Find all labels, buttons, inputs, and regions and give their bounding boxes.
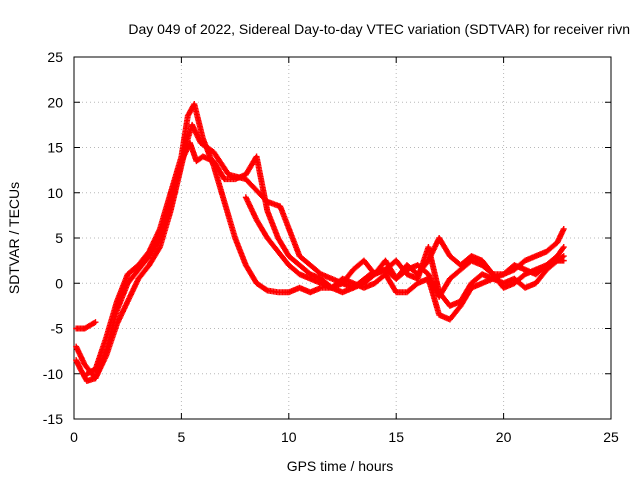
series-track-e xyxy=(242,194,567,296)
x-tick-label: 0 xyxy=(70,429,78,445)
y-tick-label: 20 xyxy=(47,94,63,110)
data-points xyxy=(73,101,567,384)
series-track-b xyxy=(73,139,567,382)
y-tick-label: 10 xyxy=(47,185,63,201)
data-point xyxy=(92,319,99,326)
data-point xyxy=(560,244,567,251)
axis-ticks: 0 5 10 15 20 25 -15 -10 -5 0 5 10 15 20 25 xyxy=(43,49,619,445)
series-track-d xyxy=(83,101,567,377)
chart-title: Day 049 of 2022, Sidereal Day-to-day VTE… xyxy=(128,21,630,37)
y-tick-label: -5 xyxy=(51,321,64,337)
x-tick-label: 25 xyxy=(603,429,619,445)
x-axis-label: GPS time / hours xyxy=(287,458,394,474)
x-tick-label: 20 xyxy=(496,429,512,445)
series-track-c xyxy=(73,319,99,332)
x-tick-label: 15 xyxy=(388,429,404,445)
data-point xyxy=(559,245,566,252)
y-tick-label: -10 xyxy=(43,366,63,382)
data-point xyxy=(156,245,163,252)
y-tick-label: -15 xyxy=(43,411,63,427)
data-point xyxy=(560,225,567,232)
y-tick-label: 5 xyxy=(55,230,63,246)
y-tick-label: 0 xyxy=(55,275,63,291)
data-point xyxy=(559,254,566,261)
x-tick-label: 5 xyxy=(178,429,186,445)
data-point xyxy=(263,286,270,293)
y-axis-label: SDTVAR / TECUs xyxy=(6,182,22,294)
data-point xyxy=(560,253,567,260)
y-tick-label: 15 xyxy=(47,140,63,156)
x-tick-label: 10 xyxy=(281,429,297,445)
y-tick-label: 25 xyxy=(47,49,63,65)
